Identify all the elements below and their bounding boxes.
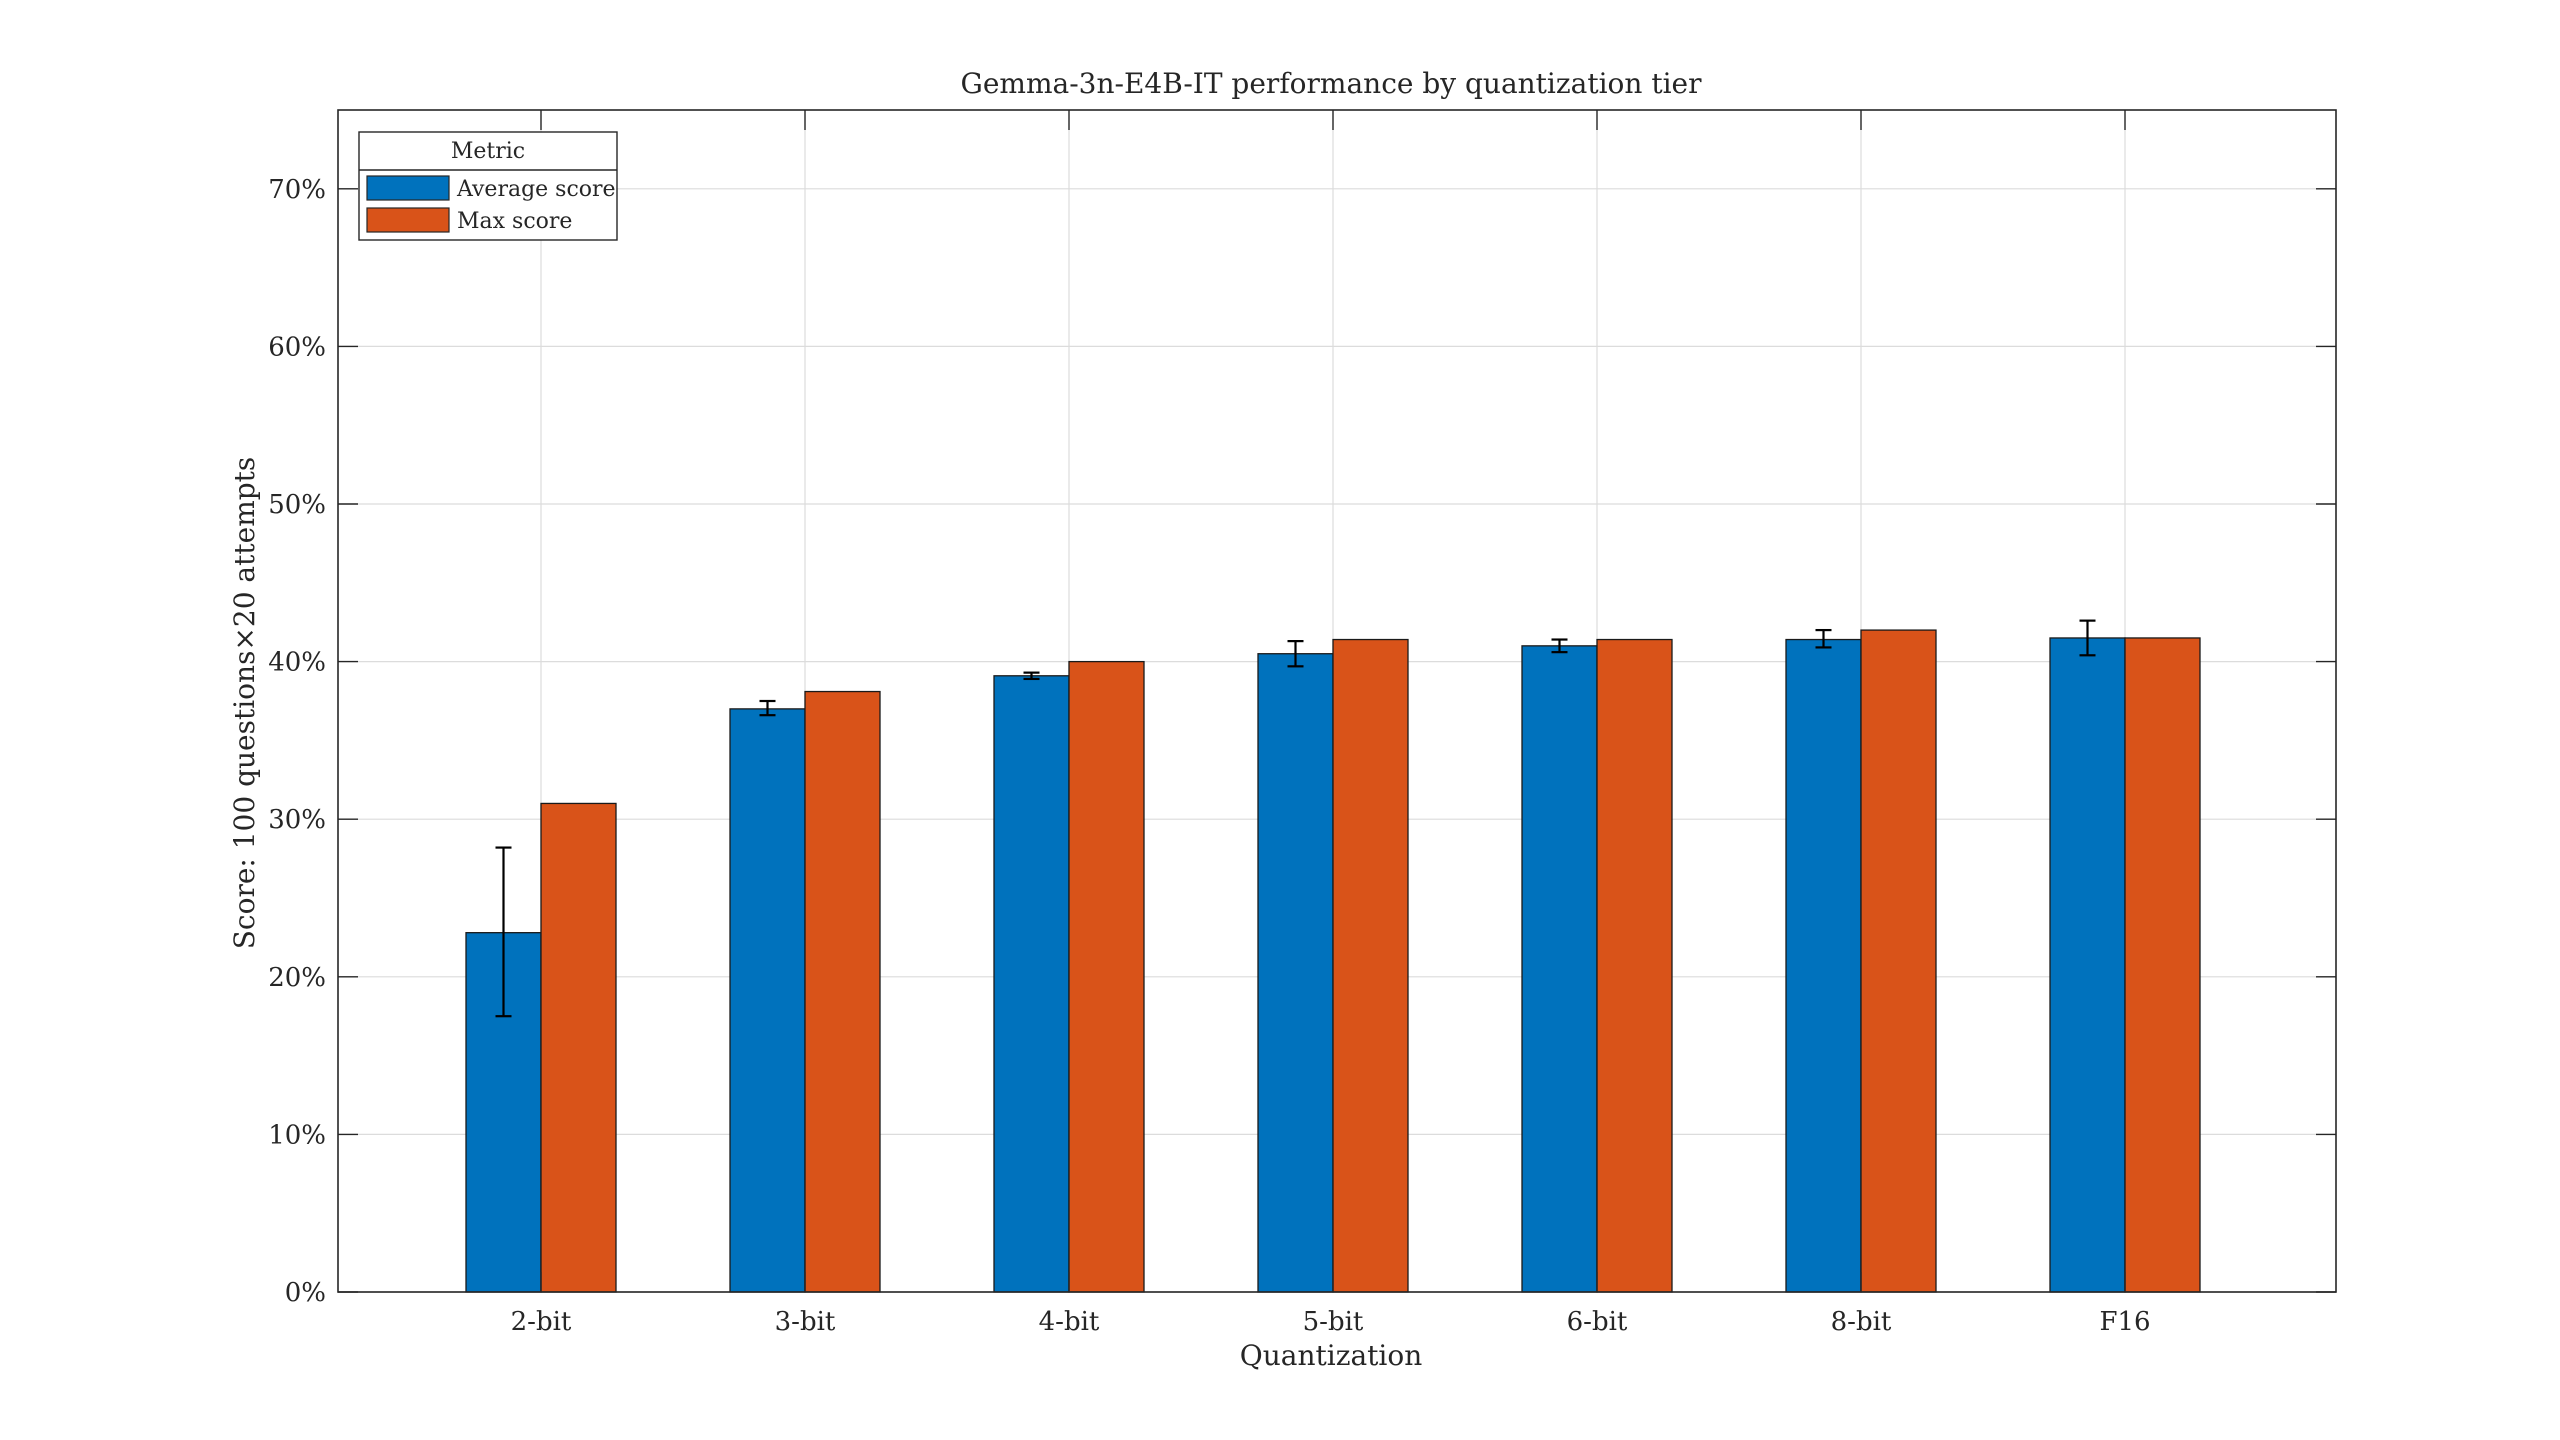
y-tick-label: 40% <box>268 648 326 678</box>
tick-labels: 0% 10% 20% 30% 40% 50% 60% 70% 2-bit 3-bit 4-bit 5-… <box>268 175 2150 1337</box>
y-axis-label: Score: 100 questions×20 attempts <box>228 457 261 950</box>
bars <box>465 629 2201 1293</box>
y-tick-label: 60% <box>268 332 326 362</box>
x-tick-label: 6-bit <box>1567 1307 1628 1337</box>
bar-average-score <box>1785 638 1862 1293</box>
axis-ticks <box>338 110 2336 1293</box>
axes-box <box>337 109 2337 1293</box>
y-tick-label: 70% <box>268 175 326 205</box>
error-bars <box>495 619 2096 1018</box>
legend-swatch-average-score <box>366 175 450 201</box>
bar-max-score <box>1068 660 1145 1293</box>
x-axis-label: Quantization <box>1240 1339 1422 1372</box>
y-tick-label: 30% <box>268 805 326 835</box>
y-tick-label: 10% <box>268 1120 326 1150</box>
bar-max-score <box>804 690 881 1293</box>
x-tick-label: 8-bit <box>1831 1307 1892 1337</box>
x-tick-label: 2-bit <box>511 1307 572 1337</box>
bar-max-score <box>540 802 617 1293</box>
bar-average-score <box>729 708 806 1293</box>
bar-max-score <box>1596 638 1673 1293</box>
x-tick-label: 5-bit <box>1303 1307 1364 1337</box>
y-tick-label: 50% <box>268 490 326 520</box>
x-tick-label: 4-bit <box>1039 1307 1100 1337</box>
legend-swatch-max-score <box>366 207 450 233</box>
legend-label-average-score: Average score <box>456 177 616 202</box>
bar-max-score <box>2124 637 2201 1293</box>
x-tick-label: 3-bit <box>775 1307 836 1337</box>
y-tick-label: 20% <box>268 963 326 993</box>
legend: Metric Average score Max score <box>358 131 618 241</box>
bar-average-score <box>2049 637 2126 1293</box>
bar-average-score <box>993 675 1070 1293</box>
bar-average-score <box>1521 645 1598 1293</box>
legend-title: Metric <box>451 139 525 164</box>
legend-label-max-score: Max score <box>457 209 572 234</box>
bar-max-score <box>1860 629 1937 1293</box>
y-tick-label: 0% <box>285 1278 326 1308</box>
bar-average-score <box>1257 653 1334 1293</box>
chart-title: Gemma-3n-E4B-IT performance by quantizat… <box>960 67 1702 100</box>
bar-max-score <box>1332 638 1409 1293</box>
x-tick-label: F16 <box>2099 1307 2150 1337</box>
